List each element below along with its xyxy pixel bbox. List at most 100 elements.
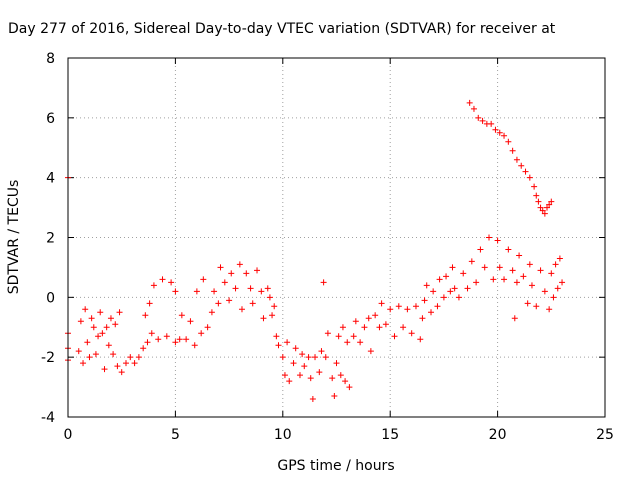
data-point: [286, 378, 293, 385]
chart-title: Day 277 of 2016, Sidereal Day-to-day VTE…: [8, 21, 556, 37]
data-point: [492, 126, 499, 133]
data-point: [193, 288, 200, 295]
x-tick-label: 0: [64, 427, 73, 443]
data-point: [299, 351, 306, 358]
data-point: [116, 309, 123, 316]
data-point: [191, 342, 198, 349]
data-point: [436, 276, 443, 283]
data-point: [550, 294, 557, 301]
x-axis-label: GPS time / hours: [277, 458, 394, 474]
data-point: [548, 270, 555, 277]
data-point: [423, 282, 430, 289]
data-point: [533, 192, 540, 199]
plot-frame: [67, 57, 606, 418]
y-tick-label: 8: [46, 51, 55, 67]
data-point: [339, 324, 346, 331]
grid-lines: [68, 58, 605, 417]
data-point: [378, 300, 385, 307]
data-point: [329, 375, 336, 382]
data-point: [163, 333, 170, 340]
data-point: [537, 267, 544, 274]
data-point: [290, 360, 297, 367]
data-point: [260, 315, 267, 322]
data-point: [466, 99, 473, 106]
data-point: [477, 246, 484, 253]
data-point: [387, 306, 394, 313]
data-point: [421, 297, 428, 304]
data-point: [333, 360, 340, 367]
data-point: [215, 300, 222, 307]
data-point: [440, 294, 447, 301]
data-point: [86, 354, 93, 361]
data-point: [296, 372, 303, 379]
data-point: [279, 354, 286, 361]
data-point: [376, 324, 383, 331]
data-point: [92, 351, 99, 358]
data-point: [524, 300, 531, 307]
data-point: [494, 237, 501, 244]
data-point: [140, 345, 147, 352]
data-point: [103, 324, 110, 331]
data-point: [434, 303, 441, 310]
data-point: [264, 285, 271, 292]
data-point: [316, 369, 323, 376]
data-point: [404, 306, 411, 313]
data-point: [101, 366, 108, 373]
data-point: [531, 183, 538, 190]
y-tick-label: -4: [41, 410, 55, 426]
data-point: [541, 210, 548, 217]
data-point: [430, 288, 437, 295]
data-point: [488, 120, 495, 127]
data-point: [522, 168, 529, 175]
data-point: [135, 354, 142, 361]
data-point: [520, 273, 527, 280]
data-point: [324, 330, 331, 337]
data-point: [309, 396, 316, 403]
data-point: [114, 363, 121, 370]
data-point: [344, 339, 351, 346]
data-point: [470, 105, 477, 112]
data-point: [176, 336, 183, 343]
data-point: [391, 333, 398, 340]
data-points: [65, 99, 566, 403]
data-point: [258, 288, 265, 295]
y-tick-label: 6: [46, 111, 55, 127]
data-point: [559, 279, 566, 286]
data-point: [269, 312, 276, 319]
data-point: [516, 252, 523, 259]
data-point: [243, 270, 250, 277]
data-point: [284, 339, 291, 346]
data-point: [322, 354, 329, 361]
data-point: [451, 285, 458, 292]
data-point: [361, 324, 368, 331]
data-point: [221, 279, 228, 286]
data-point: [249, 300, 256, 307]
data-point: [238, 306, 245, 313]
y-axis-ticks: -4 -2 0 2 4 6 8: [41, 51, 605, 426]
x-tick-label: 25: [596, 427, 614, 443]
data-point: [305, 354, 312, 361]
data-point: [535, 198, 542, 205]
x-tick-label: 15: [381, 427, 399, 443]
data-point: [90, 324, 97, 331]
data-point: [513, 156, 520, 163]
data-point: [307, 375, 314, 382]
data-point: [552, 261, 559, 268]
data-point: [501, 132, 508, 139]
data-point: [460, 270, 467, 277]
data-point: [301, 363, 308, 370]
data-point: [131, 360, 138, 367]
data-point: [428, 309, 435, 316]
data-point: [350, 333, 357, 340]
data-point: [273, 333, 280, 340]
data-point: [146, 300, 153, 307]
data-point: [142, 312, 149, 319]
data-point: [331, 393, 338, 400]
data-point: [172, 339, 179, 346]
data-point: [292, 345, 299, 352]
data-point: [546, 306, 553, 313]
data-point: [346, 384, 353, 391]
data-point: [408, 330, 415, 337]
data-point: [447, 288, 454, 295]
data-point: [554, 285, 561, 292]
